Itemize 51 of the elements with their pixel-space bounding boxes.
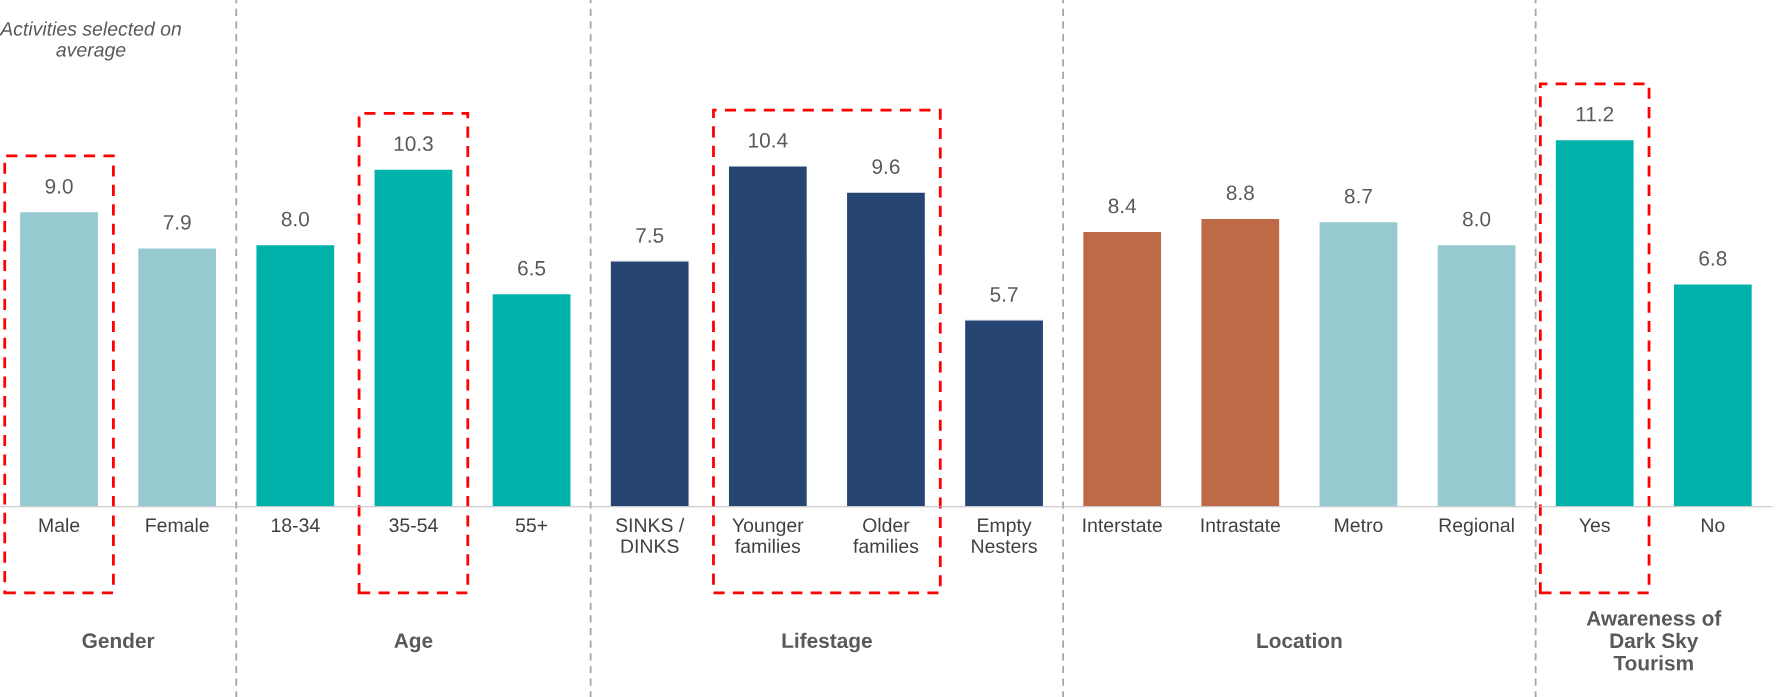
x-tick-label: No: [1701, 518, 1725, 533]
data-label: 11.2: [1576, 106, 1614, 122]
bar: [609, 260, 690, 507]
bar: [1554, 138, 1635, 507]
bar: [255, 243, 336, 507]
bar: [491, 292, 572, 507]
bar: [1436, 243, 1517, 507]
data-label: 10.3: [394, 136, 433, 152]
bar: [727, 165, 809, 507]
x-tick-label: Older families: [853, 517, 919, 554]
x-tick-label: Interstate: [1083, 518, 1162, 533]
x-tick-label: Intrastate: [1201, 518, 1280, 533]
bar: [1672, 283, 1754, 507]
text: Location: [1257, 632, 1342, 649]
data-label: 8.0: [281, 211, 309, 227]
x-tick-label: Yes: [1579, 518, 1610, 533]
data-label: 9.0: [45, 178, 73, 194]
text: Awareness of Dark Sky Tourism: [1586, 610, 1722, 671]
text: Gender: [82, 632, 155, 649]
x-tick-label: Younger families: [732, 518, 804, 554]
x-tick-label: Empty Nesters: [972, 518, 1037, 554]
x-tick-label: 18-34: [271, 518, 320, 533]
x-tick-label: SINKS / DINKS: [616, 517, 685, 554]
data-label: 8.4: [1108, 198, 1137, 214]
text: Age: [394, 633, 433, 653]
x-tick-label: Metro: [1335, 518, 1383, 533]
bar: [845, 191, 927, 507]
data-label: 8.7: [1344, 188, 1372, 204]
data-label: 6.8: [1699, 251, 1727, 266]
bar: [136, 247, 218, 507]
text: Lifestage: [782, 632, 872, 653]
bar: [963, 319, 1045, 507]
data-label: 8.0: [1463, 211, 1491, 227]
data-label: 5.7: [990, 287, 1018, 302]
data-label: 10.4: [749, 133, 788, 148]
bar: [18, 210, 100, 507]
data-label: 7.5: [636, 228, 664, 243]
data-label: 7.9: [163, 214, 191, 230]
x-tick-label: 35-54: [389, 518, 438, 533]
data-label: 8.8: [1226, 185, 1254, 201]
bar: [373, 168, 454, 507]
x-tick-label: 55+: [515, 518, 548, 533]
data-label: 9.6: [872, 159, 900, 174]
text: Activities selected on average: [0, 21, 181, 61]
data-label: 6.5: [518, 260, 546, 276]
x-tick-label: Regional: [1439, 517, 1514, 536]
bar: [1200, 217, 1281, 507]
x-tick-label: Male: [39, 517, 80, 533]
bar: [1081, 230, 1163, 507]
x-tick-label: Female: [146, 517, 209, 533]
bar: [1318, 220, 1399, 507]
